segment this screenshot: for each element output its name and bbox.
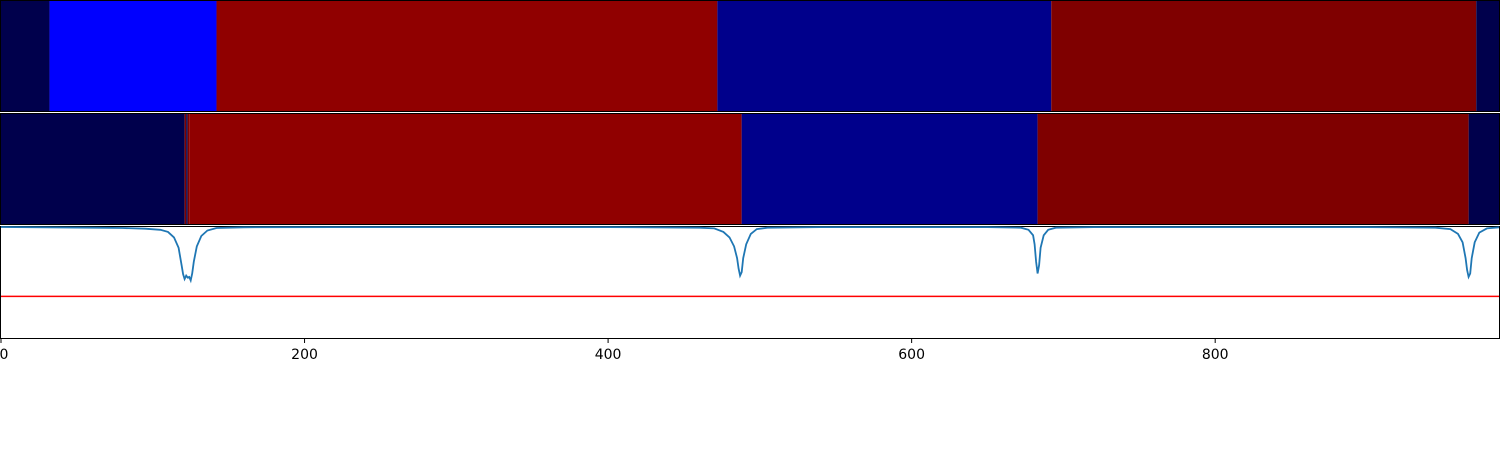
- segmentation-track-2: [1, 114, 1499, 224]
- track-2-segment-5: [741, 114, 1038, 224]
- track-2-segment-2: [186, 114, 188, 224]
- track-1-segment-4: [1051, 1, 1477, 111]
- x-axis: 0 200 400 600 800: [0, 339, 1229, 363]
- track-1-segment-1: [49, 1, 217, 111]
- x-tick-label-800: 800: [1202, 347, 1229, 363]
- track-2-segment-4: [189, 114, 742, 224]
- x-tick-label-600: 600: [898, 347, 925, 363]
- track-1-segment-0: [1, 1, 50, 111]
- track-1-segment-3: [717, 1, 1052, 111]
- series-line: [0, 226, 1500, 284]
- track-2-segment-3: [187, 114, 190, 224]
- track-1-segment-5: [1476, 1, 1499, 111]
- track-2-segment-6: [1037, 114, 1469, 224]
- x-tick-label-0: 0: [0, 347, 8, 363]
- track-2-segment-7: [1468, 114, 1499, 224]
- track-2-segment-1: [184, 114, 187, 224]
- line-panel-frame: [0, 226, 1500, 339]
- line-panel: [0, 226, 1500, 339]
- x-tick-label-200: 200: [291, 347, 318, 363]
- track-2-segment-0: [1, 114, 185, 224]
- x-tick-label-400: 400: [595, 347, 622, 363]
- track-1-segment-2: [216, 1, 718, 111]
- segmentation-track-1: [1, 1, 1499, 111]
